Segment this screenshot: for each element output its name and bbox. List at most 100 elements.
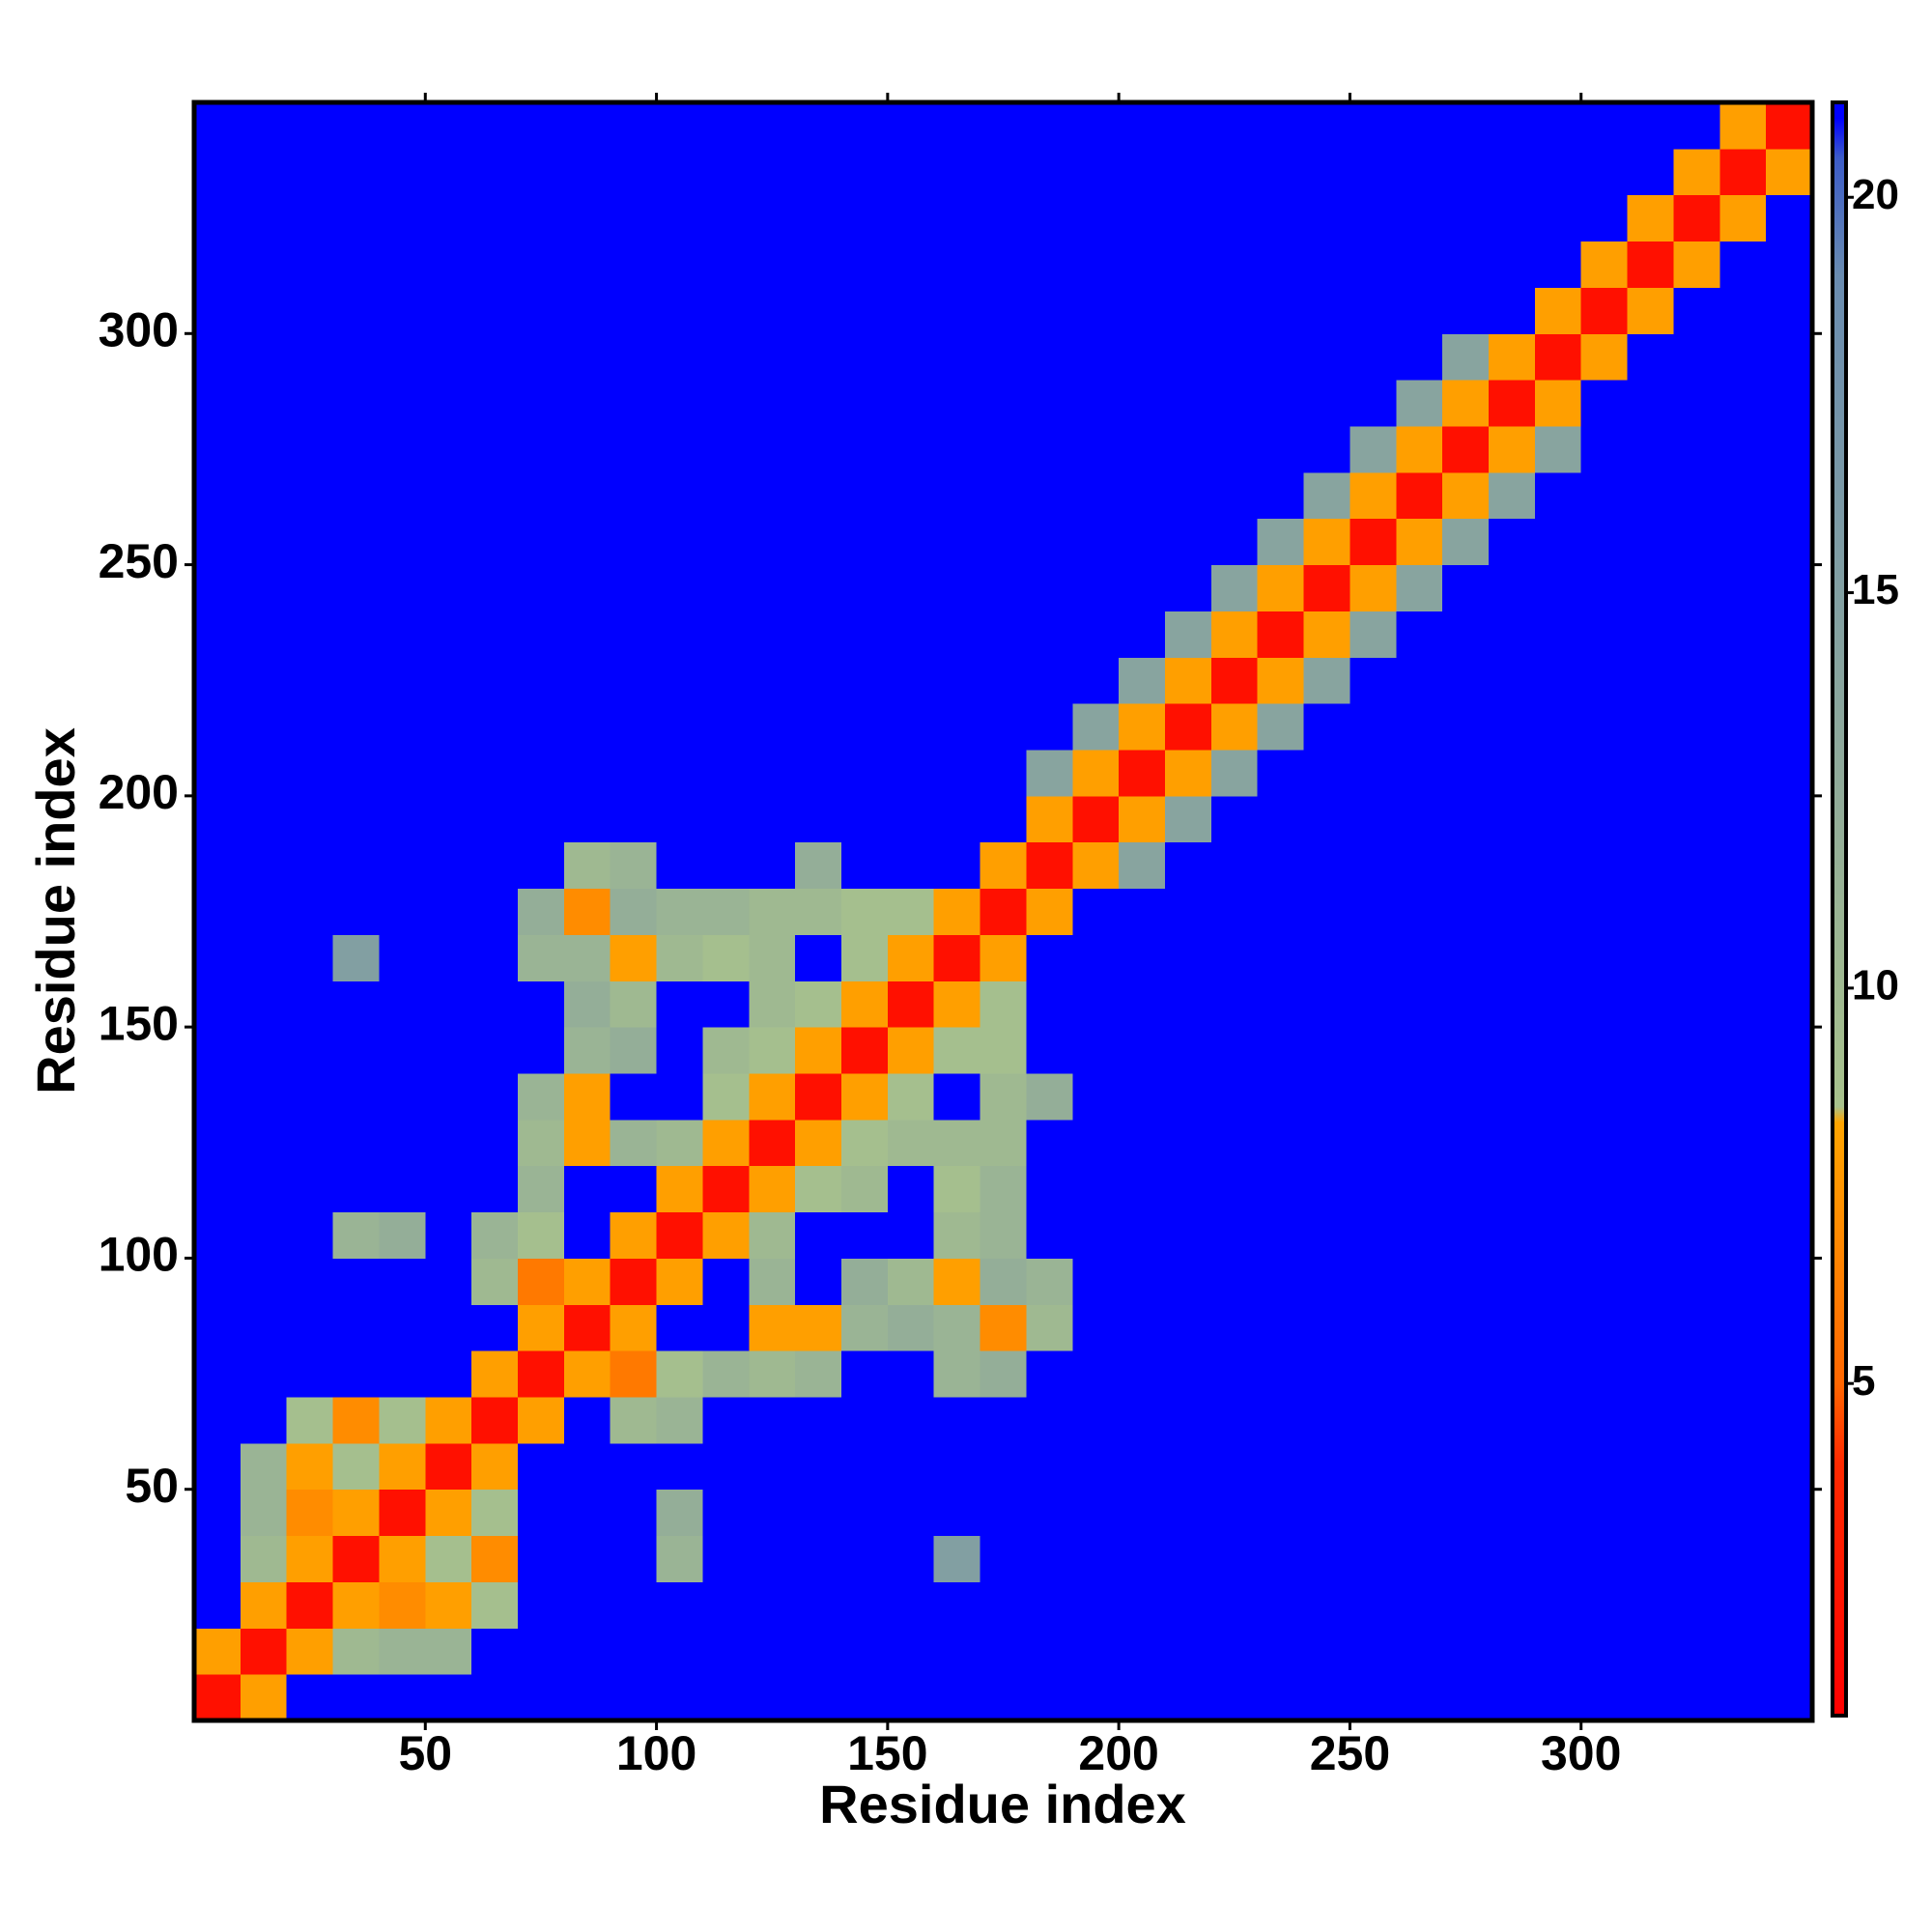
cell [1303,1073,1350,1121]
cell [1534,934,1582,981]
cell [1580,1258,1629,1305]
cell [1766,1350,1813,1398]
cell [1396,795,1443,843]
cell [286,1258,334,1305]
cell [1489,750,1536,797]
cell [702,1165,750,1213]
cell [332,1119,380,1167]
cell [286,841,334,890]
cell [1165,703,1212,751]
cell [563,1535,611,1582]
cell [933,1304,981,1351]
cell [1580,980,1629,1028]
cell [1719,1258,1767,1305]
cell [1396,980,1443,1028]
cell [749,1442,796,1491]
cell [1719,980,1767,1028]
cell [379,1027,426,1074]
cell [563,1119,611,1167]
cell [1257,241,1305,288]
cell [656,1165,703,1213]
cell [194,1674,242,1721]
cell [702,795,750,843]
cell [1489,1258,1536,1305]
cell [1580,102,1629,150]
cell [194,980,242,1028]
cell [933,1489,981,1537]
cell [471,241,519,288]
cell [841,1211,889,1259]
cell [610,1304,658,1351]
cell [1165,1489,1212,1537]
cell [887,1674,935,1721]
cell [194,657,242,704]
cell [1489,471,1536,520]
cell [1534,471,1582,520]
cell [1257,426,1305,473]
cell [1119,1581,1166,1629]
cell [286,1165,334,1213]
cell [1766,611,1813,658]
cell [1534,657,1582,704]
cell [933,287,981,334]
cell [425,1073,472,1121]
y-axis-title: Residue index [25,727,86,1094]
cell [1210,657,1259,704]
cell [1396,1304,1443,1351]
cell [933,750,981,797]
cell [795,1258,842,1305]
cell [656,841,703,890]
cell [1580,934,1629,981]
cell [194,1628,242,1675]
cell [1026,980,1073,1028]
cell [1026,148,1073,196]
cell [194,1581,242,1629]
cell [795,194,842,242]
cell [1119,102,1166,150]
cell [795,1119,842,1167]
cell [1396,750,1443,797]
cell [240,1674,288,1721]
cell [563,1397,611,1444]
cell [194,1027,242,1074]
cell [1026,657,1073,704]
cell [1673,703,1720,751]
cell [425,564,472,611]
cell [1534,795,1582,843]
cell [471,380,519,427]
cell [1072,1211,1120,1259]
cell [1580,471,1629,520]
cell [795,703,842,751]
cell [1627,426,1674,473]
cell [1210,1350,1259,1398]
cell [749,841,796,890]
cell [795,980,842,1028]
cell [1026,1165,1073,1213]
cell [795,564,842,611]
cell [1350,934,1397,981]
cell [1719,1581,1767,1629]
cell [1442,287,1490,334]
cell [610,518,658,566]
cell [1673,380,1720,427]
cell [610,934,658,981]
cell [286,148,334,196]
cell [1119,1397,1166,1444]
cell [379,841,426,890]
cell [1257,148,1305,196]
cell [933,1258,981,1305]
cell [1257,1119,1305,1167]
cell [1673,1350,1720,1398]
cell [1489,241,1536,288]
cell [563,1027,611,1074]
cell [887,148,935,196]
cell [980,980,1027,1028]
cell [425,380,472,427]
cell [702,888,750,935]
cell [933,564,981,611]
cell [1350,657,1397,704]
cell [656,980,703,1028]
cell [887,426,935,473]
cell [1350,1165,1397,1213]
cell [887,1165,935,1213]
